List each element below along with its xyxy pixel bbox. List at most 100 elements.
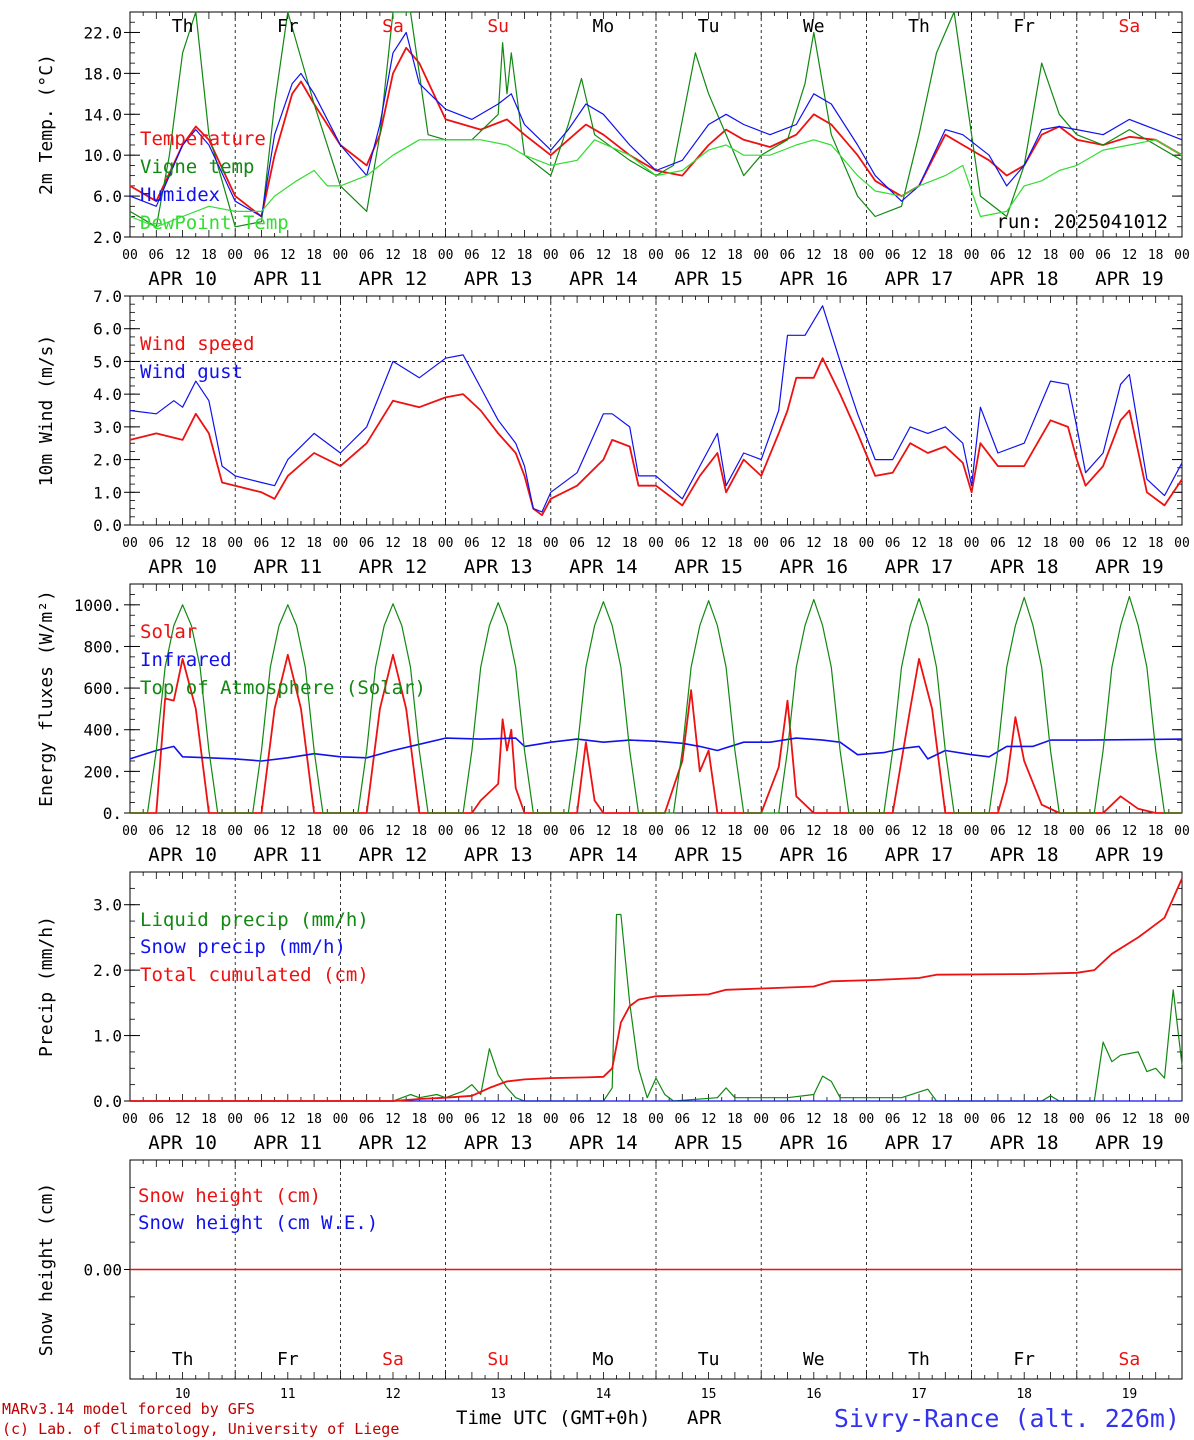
x-tick-label: 00 — [1069, 248, 1085, 263]
day-number: 12 — [385, 1387, 401, 1402]
x-tick-label: 00 — [122, 248, 138, 263]
date-label: APR 18 — [990, 268, 1059, 290]
x-tick-label: 12 — [490, 536, 506, 551]
legend-entry: Wind speed — [140, 333, 254, 355]
x-tick-label: 18 — [1043, 1112, 1059, 1127]
x-tick-label: 18 — [1148, 536, 1164, 551]
x-tick-label: 18 — [306, 1112, 322, 1127]
legend-entry: Solar — [140, 621, 197, 643]
x-tick-label: 18 — [1148, 248, 1164, 263]
y-tick-label: 200. — [83, 762, 122, 781]
x-tick-label: 06 — [569, 536, 585, 551]
x-tick-label: 06 — [359, 824, 375, 839]
x-tick-label: 06 — [1095, 536, 1111, 551]
y-tick-label: 1.0 — [93, 483, 122, 502]
x-tick-label: 12 — [1122, 536, 1138, 551]
day-number: 14 — [596, 1387, 612, 1402]
x-tick-label: 00 — [1174, 1112, 1190, 1127]
panel-precip: 0.0 1.0 2.0 3.0 Precip (mm/h) 00 06 12 18 APR 10 0… — [36, 871, 1190, 1154]
day-number: 16 — [806, 1387, 822, 1402]
x-tick-label: 06 — [990, 536, 1006, 551]
y-tick-label: 2.0 — [93, 451, 122, 470]
x-tick-label: 12 — [1122, 248, 1138, 263]
x-tick-label: 06 — [148, 824, 164, 839]
date-label: APR 16 — [779, 268, 848, 290]
y-tick-label: 22.0 — [83, 23, 122, 42]
x-tick-label: 06 — [464, 1112, 480, 1127]
x-tick-label: 18 — [411, 824, 427, 839]
x-tick-label: 00 — [333, 824, 349, 839]
x-axis-month: APR — [687, 1407, 722, 1429]
date-label: APR 13 — [464, 268, 533, 290]
x-tick-label: 18 — [832, 824, 848, 839]
legend-entry: Snow height (cm) — [138, 1185, 321, 1207]
legend-entry: Total cumulated (cm) — [140, 964, 369, 986]
date-label: APR 10 — [148, 844, 217, 866]
lab-credit: (c) Lab. of Climatology, University of L… — [2, 1420, 399, 1438]
x-tick-label: 06 — [569, 248, 585, 263]
x-tick-label: 00 — [648, 248, 664, 263]
x-tick-label: 18 — [937, 1112, 953, 1127]
x-tick-label: 18 — [411, 1112, 427, 1127]
day-of-week: Su — [487, 16, 509, 37]
x-tick-label: 12 — [385, 824, 401, 839]
day-number: 19 — [1122, 1387, 1138, 1402]
x-tick-label: 18 — [622, 248, 638, 263]
day-of-week: Sa — [1119, 1349, 1141, 1370]
x-tick-label: 18 — [622, 824, 638, 839]
x-tick-label: 06 — [674, 824, 690, 839]
x-tick-label: 00 — [1069, 1112, 1085, 1127]
day-of-week: Mo — [593, 16, 615, 37]
legend-entry: DewPoint Temp — [140, 212, 289, 234]
y-tick-label: 800. — [83, 637, 122, 656]
date-label: APR 14 — [569, 1132, 638, 1154]
legend-entry: Liquid precip (mm/h) — [140, 909, 369, 931]
date-label: APR 15 — [674, 556, 743, 578]
date-label: APR 11 — [253, 1132, 322, 1154]
x-tick-label: 18 — [517, 536, 533, 551]
x-tick-label: 18 — [201, 536, 217, 551]
date-label: APR 19 — [1095, 556, 1164, 578]
run-label: run: 2025041012 — [996, 211, 1168, 233]
day-of-week: Th — [908, 16, 930, 37]
x-tick-label: 18 — [727, 248, 743, 263]
x-tick-label: 12 — [385, 248, 401, 263]
date-label: APR 19 — [1095, 1132, 1164, 1154]
legend-entry: Snow height (cm W.E.) — [138, 1212, 378, 1234]
date-label: APR 12 — [359, 268, 428, 290]
day-of-week: Th — [172, 16, 194, 37]
x-tick-label: 06 — [359, 248, 375, 263]
date-label: APR 11 — [253, 268, 322, 290]
x-tick-label: 00 — [122, 536, 138, 551]
x-tick-label: 12 — [911, 248, 927, 263]
series-liquid-precip-mm-h- — [130, 913, 1183, 1102]
x-tick-label: 12 — [1016, 248, 1032, 263]
series-total-cumulated-cm- — [130, 878, 1183, 1102]
legend-entry: Humidex — [140, 184, 220, 206]
y-tick-label: 6.0 — [93, 320, 122, 339]
y-tick-label: 3.0 — [93, 896, 122, 915]
series-infrared — [129, 737, 1183, 762]
day-of-week: Sa — [1119, 16, 1141, 37]
x-tick-label: 12 — [596, 824, 612, 839]
day-of-week: Sa — [382, 16, 404, 37]
x-tick-label: 06 — [990, 824, 1006, 839]
x-tick-label: 06 — [254, 1112, 270, 1127]
date-label: APR 13 — [464, 844, 533, 866]
day-of-week: Fr — [277, 1349, 299, 1370]
y-tick-label: 4.0 — [93, 385, 122, 404]
x-tick-label: 00 — [333, 536, 349, 551]
x-tick-label: 12 — [1016, 536, 1032, 551]
series-wind-gust — [129, 305, 1183, 513]
x-tick-label: 12 — [701, 536, 717, 551]
x-tick-label: 00 — [1069, 536, 1085, 551]
x-tick-label: 12 — [385, 1112, 401, 1127]
date-label: APR 12 — [359, 1132, 428, 1154]
x-tick-label: 18 — [1148, 1112, 1164, 1127]
x-tick-label: 06 — [359, 1112, 375, 1127]
x-tick-label: 00 — [753, 536, 769, 551]
x-tick-label: 12 — [701, 248, 717, 263]
x-tick-label: 00 — [648, 1112, 664, 1127]
y-tick-label: 10.0 — [83, 146, 122, 165]
day-of-week: Fr — [1013, 16, 1035, 37]
